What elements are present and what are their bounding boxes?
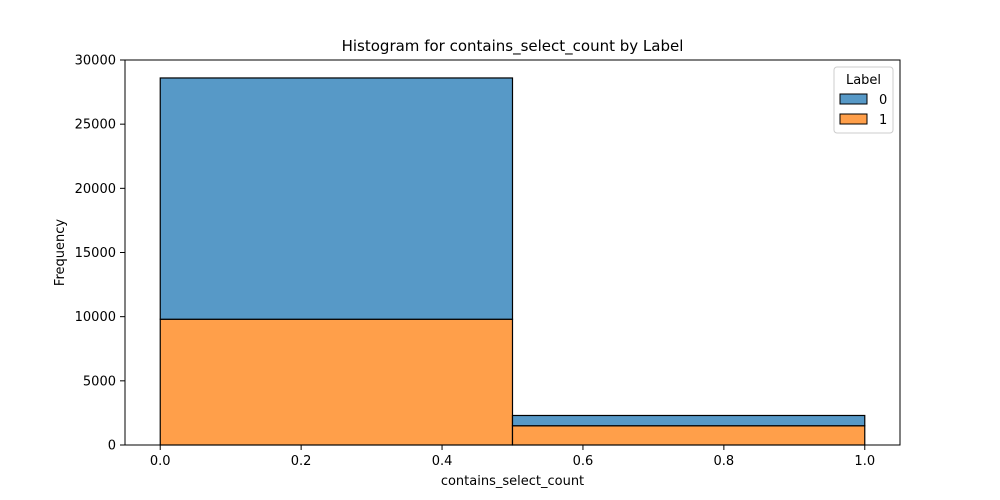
- bar-label-1-bin-1: [511, 425, 866, 446]
- legend-entries: 01: [839, 93, 887, 128]
- axes-frame: [124, 59, 901, 446]
- bar-label-1-bin-0: [159, 318, 514, 446]
- y-tick-label: 5000: [83, 374, 116, 389]
- bar-label-0-bin-0: [159, 77, 514, 320]
- legend: Label 01: [833, 66, 894, 134]
- y-tick-label: 25000: [75, 118, 116, 133]
- chart-title: Histogram for contains_select_count by L…: [342, 37, 684, 56]
- y-axis-label: Frequency: [53, 219, 68, 286]
- x-tick-label: 0.4: [432, 454, 453, 469]
- y-axis-ticks: 0 5000 10000 15000 20000 25000 30000: [75, 54, 125, 454]
- x-axis-label: contains_select_count: [441, 474, 584, 489]
- legend-label-1: 1: [879, 113, 887, 128]
- y-tick-label: 10000: [75, 310, 116, 325]
- y-tick-label: 20000: [75, 182, 116, 197]
- y-tick-label: 15000: [75, 246, 116, 261]
- legend-title: Label: [846, 73, 881, 88]
- plot-area: [159, 77, 866, 446]
- bar-label-0-bin-1: [511, 414, 866, 427]
- x-tick-label: 0.0: [150, 454, 171, 469]
- x-tick-label: 0.8: [714, 454, 735, 469]
- legend-swatch-1: [839, 113, 868, 125]
- legend-swatch-0: [839, 93, 868, 105]
- y-tick-label: 30000: [75, 54, 116, 69]
- x-axis-ticks: 0.0 0.2 0.4 0.6 0.8 1.0: [150, 445, 875, 469]
- x-tick-label: 0.6: [573, 454, 594, 469]
- x-tick-label: 0.2: [291, 454, 312, 469]
- legend-label-0: 0: [879, 93, 887, 108]
- x-tick-label: 1.0: [854, 454, 875, 469]
- y-tick-label: 0: [108, 439, 116, 454]
